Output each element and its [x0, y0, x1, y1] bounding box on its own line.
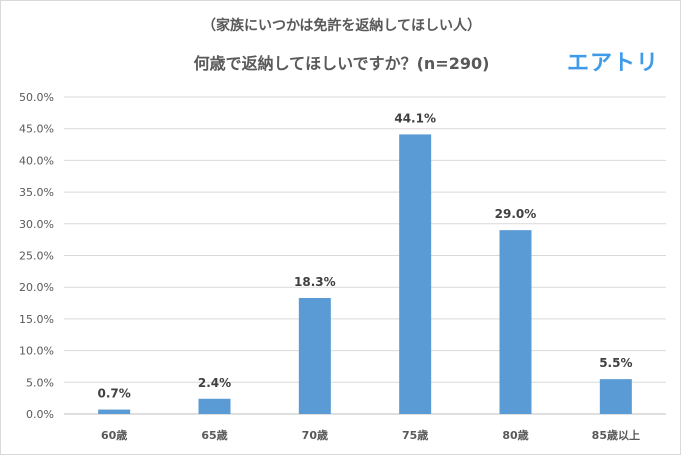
data-label: 44.1% — [394, 111, 436, 125]
y-tick-label: 40.0% — [19, 154, 54, 167]
data-label: 0.7% — [98, 387, 131, 401]
x-tick-label: 80歳 — [502, 428, 528, 442]
y-tick-label: 30.0% — [19, 218, 54, 231]
chart-subtitle: （家族にいつかは免許を返納してほしい人） — [201, 18, 482, 34]
y-tick-label: 20.0% — [19, 281, 54, 294]
airtrip-logo: エアトリ — [567, 51, 660, 76]
data-label: 2.4% — [198, 376, 231, 390]
bar — [298, 297, 331, 414]
y-tick-label: 5.0% — [26, 376, 54, 389]
y-tick-label: 15.0% — [19, 313, 54, 326]
y-tick-label: 10.0% — [19, 345, 54, 358]
y-tick-label: 50.0% — [19, 91, 54, 104]
chart-title: 何歳で返納してほしいですか？(n=290) — [193, 54, 490, 73]
y-tick-label: 35.0% — [19, 186, 54, 199]
y-tick-label: 0.0% — [26, 408, 54, 421]
data-label: 5.5% — [599, 356, 632, 370]
bar — [599, 379, 632, 414]
data-label: 18.3% — [294, 275, 336, 289]
x-tick-label: 65歳 — [201, 428, 227, 442]
bar — [399, 134, 432, 414]
data-label: 29.0% — [495, 207, 537, 221]
y-tick-label: 25.0% — [19, 250, 54, 263]
bar — [98, 409, 131, 414]
y-tick-label: 45.0% — [19, 123, 54, 136]
x-tick-label: 75歳 — [402, 428, 428, 442]
x-tick-label: 60歳 — [101, 428, 127, 442]
x-tick-label: 85歳以上 — [592, 428, 640, 442]
bar — [499, 230, 532, 414]
x-tick-label: 70歳 — [302, 428, 328, 442]
bar — [198, 398, 231, 414]
